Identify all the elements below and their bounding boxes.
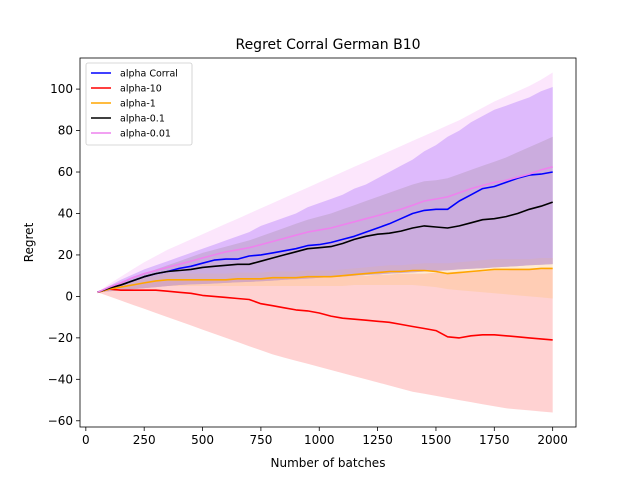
x-tick-label: 1000 — [304, 433, 335, 447]
line-alpha-1 — [97, 267, 553, 294]
line-alpha-corral — [97, 171, 553, 294]
line-alpha-0-1 — [97, 201, 553, 294]
x-axis-ticks: 0 250 500 750 1000 1250 1500 1750 2000 — [82, 427, 568, 447]
x-tick-label: 750 — [249, 433, 272, 447]
y-tick-label: −20 — [48, 331, 73, 345]
x-tick-label: 2000 — [537, 433, 568, 447]
y-tick-label: 20 — [58, 248, 73, 262]
x-tick-label: 1250 — [362, 433, 393, 447]
x-tick-label: 1750 — [479, 433, 510, 447]
band-alpha-corral — [97, 87, 553, 293]
band-alpha-10 — [97, 268, 553, 413]
y-tick-label: −40 — [48, 372, 73, 386]
x-tick-label: 250 — [133, 433, 156, 447]
legend-label-alpha-10: alpha-10 — [120, 84, 162, 95]
band-alpha-1 — [97, 258, 553, 299]
line-alpha-10 — [97, 288, 553, 341]
x-tick-label: 1500 — [421, 433, 452, 447]
chart-title: Regret Corral German B10 — [235, 37, 420, 53]
y-axis-ticks: −60 −40 −20 0 20 40 60 80 100 — [48, 82, 80, 428]
y-tick-label: 100 — [50, 82, 73, 96]
legend-label-alpha-1: alpha-1 — [120, 99, 156, 110]
confidence-bands — [97, 72, 553, 413]
y-tick-label: 60 — [58, 165, 73, 179]
legend-label-alpha-0-1: alpha-0.1 — [120, 114, 165, 125]
line-alpha-0-01 — [97, 166, 553, 294]
legend-label-alpha-corral: alpha Corral — [120, 69, 178, 80]
band-alpha-0-01 — [97, 72, 553, 293]
y-tick-label: −60 — [48, 414, 73, 428]
legend-label-alpha-0-01: alpha-0.01 — [120, 129, 171, 140]
y-tick-label: 80 — [58, 124, 73, 138]
plot-frame — [79, 57, 577, 428]
y-axis-label: Regret — [22, 222, 36, 262]
y-tick-label: 0 — [65, 289, 73, 303]
x-tick-label: 500 — [191, 433, 214, 447]
x-tick-label: 0 — [82, 433, 90, 447]
series-lines — [97, 166, 553, 341]
legend-box — [85, 62, 193, 146]
legend: alpha Corral alpha-10 alpha-1 alpha-0.1 alph… — [85, 62, 193, 146]
x-axis-label: Number of batches — [271, 456, 386, 470]
band-alpha-0-1 — [97, 136, 553, 293]
y-tick-label: 40 — [58, 206, 73, 220]
